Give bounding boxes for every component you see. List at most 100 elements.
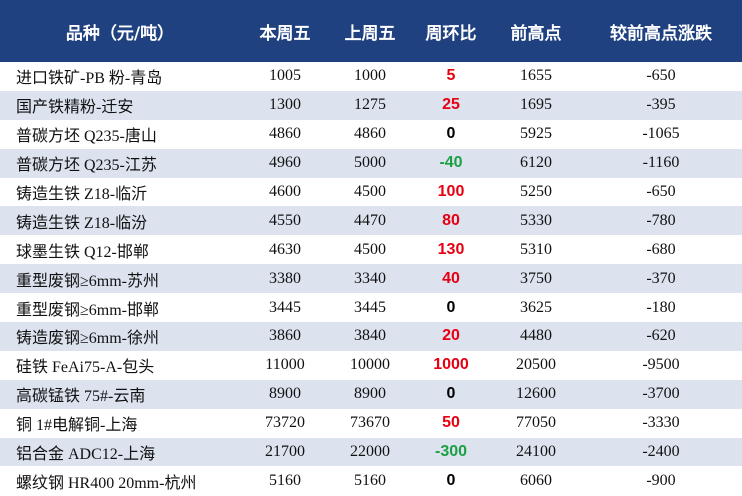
table-cell: 1275	[330, 90, 410, 120]
table-row: 进口铁矿-PB 粉-青岛 1005 1000 5 1655 -650	[0, 62, 742, 91]
table-cell: 24100	[492, 437, 580, 467]
table-cell: 4860	[354, 125, 386, 143]
table-cell: 6120	[492, 148, 580, 178]
table-cell: 12600	[492, 379, 580, 409]
table-cell: 5160	[269, 471, 301, 489]
table-row: 铸造废钢≥6mm-徐州 3860 3840 20 4480 -620	[0, 322, 742, 351]
table-cell: -40	[410, 148, 492, 178]
table-cell: 1000	[354, 67, 386, 85]
product-name: 铸造生铁 Z18-临沂	[16, 186, 148, 203]
table-cell: 1695	[492, 90, 580, 120]
table-cell: 3340	[330, 264, 410, 294]
table-cell: 20500	[516, 356, 556, 374]
table-cell: 4550	[240, 206, 330, 236]
table-cell: 0	[446, 125, 456, 143]
table-cell: 4470	[330, 206, 410, 236]
table-cell: 5330	[492, 206, 580, 236]
table-cell: 4630	[269, 240, 301, 258]
table-cell: 130	[437, 240, 465, 258]
table-row: 普碳方坯 Q235-唐山 4860 4860 0 5925 -1065	[0, 120, 742, 149]
table-cell: 5925	[520, 125, 552, 143]
table-cell: 77050	[516, 414, 556, 432]
table-cell: 1005	[269, 67, 301, 85]
table-cell: -650	[646, 183, 676, 200]
table-cell: 5000	[330, 148, 410, 178]
table-cell: -300	[410, 437, 492, 467]
table-cell: 1000	[433, 356, 469, 374]
table-row: 球墨生铁 Q12-邯郸 4630 4500 130 5310 -680	[0, 235, 742, 264]
product-name: 螺纹钢 HR400 20mm-杭州	[16, 474, 197, 492]
table-cell: -900	[646, 471, 676, 489]
table-cell: 4860	[269, 125, 301, 143]
product-name: 重型废钢≥6mm-邯郸	[16, 301, 160, 319]
table-cell: 0	[446, 298, 456, 316]
product-name: 硅铁 FeAi75-A-包头	[16, 359, 155, 377]
header-cell: 上周五	[330, 0, 410, 62]
table-row: 普碳方坯 Q235-江苏 4960 5000 -40 6120 -1160	[0, 148, 742, 178]
table-cell: 4960	[240, 148, 330, 178]
table-cell: 5160	[354, 471, 386, 489]
table-cell: 3840	[330, 322, 410, 351]
table-cell: 3750	[492, 264, 580, 294]
table-cell: -1065	[642, 125, 680, 143]
table-cell: -180	[646, 298, 676, 316]
table-cell: -620	[580, 322, 742, 351]
header-row: 品种（元/吨） 本周五 上周五 周环比 前高点 较前高点涨跌	[0, 0, 742, 62]
product-name: 球墨生铁 Q12-邯郸	[16, 243, 149, 261]
table-row: 铸造生铁 Z18-临汾 4550 4470 80 5330 -780	[0, 206, 742, 236]
table-cell: 4600	[269, 183, 301, 200]
table-cell: -395	[580, 90, 742, 120]
table-cell: 73670	[350, 414, 390, 432]
table-row: 重型废钢≥6mm-邯郸 3445 3445 0 3625 -180	[0, 293, 742, 322]
table-row: 国产铁精粉-迁安 1300 1275 25 1695 -395	[0, 90, 742, 120]
table-cell: 20	[410, 322, 492, 351]
table-cell: 4480	[492, 322, 580, 351]
table-row: 重型废钢≥6mm-苏州 3380 3340 40 3750 -370	[0, 264, 742, 294]
table-row: 铸造生铁 Z18-临沂 4600 4500 100 5250 -650	[0, 178, 742, 207]
product-name: 铜 1#电解铜-上海	[16, 417, 138, 435]
table-cell: -780	[580, 206, 742, 236]
product-name: 铸造生铁 Z18-临汾	[0, 206, 240, 236]
product-name: 铸造废钢≥6mm-徐州	[0, 322, 240, 351]
table-cell: 10000	[350, 356, 390, 374]
header-cell: 品种（元/吨）	[0, 0, 240, 62]
table-cell: 0	[446, 471, 456, 489]
table-cell: 4500	[354, 240, 386, 258]
header-cell: 前高点	[492, 0, 580, 62]
table-cell: 5	[446, 67, 456, 85]
product-name: 重型废钢≥6mm-苏州	[0, 264, 240, 294]
table-cell: -3700	[580, 379, 742, 409]
header-cell: 本周五	[240, 0, 330, 62]
table-cell: 5250	[520, 183, 552, 200]
table-cell: -370	[580, 264, 742, 294]
table-cell: -680	[646, 240, 676, 258]
table-row: 硅铁 FeAi75-A-包头 11000 10000 1000 20500 -9500	[0, 351, 742, 380]
table-cell: 5310	[520, 240, 552, 258]
table-cell: -3330	[642, 414, 680, 432]
table-cell: 3445	[269, 298, 301, 316]
product-name: 进口铁矿-PB 粉-青岛	[16, 70, 163, 88]
table-cell: 4500	[354, 183, 386, 200]
table-cell: 80	[410, 206, 492, 236]
table-body: 进口铁矿-PB 粉-青岛 1005 1000 5 1655 -650 国产铁精粉-迁安 130…	[0, 62, 742, 495]
table-cell: 3860	[240, 322, 330, 351]
header-cell: 较前高点涨跌	[580, 0, 742, 62]
table-cell: 3445	[354, 298, 386, 316]
table-cell: 22000	[330, 437, 410, 467]
product-name: 普碳方坯 Q235-唐山	[16, 128, 157, 146]
table-cell: 8900	[240, 379, 330, 409]
product-name: 国产铁精粉-迁安	[0, 90, 240, 120]
table-cell: 0	[410, 379, 492, 409]
table-cell: 6060	[520, 471, 552, 489]
table-row: 螺纹钢 HR400 20mm-杭州 5160 5160 0 6060 -900	[0, 466, 742, 495]
table-cell: 73720	[265, 414, 305, 432]
table-cell: 11000	[265, 356, 305, 374]
table-row: 铝合金 ADC12-上海 21700 22000 -300 24100 -2400	[0, 437, 742, 467]
table-cell: 100	[437, 183, 465, 200]
table-cell: 8900	[330, 379, 410, 409]
table-cell: -2400	[580, 437, 742, 467]
table-cell: -9500	[642, 356, 680, 374]
product-name: 高碳锰铁 75#-云南	[0, 379, 240, 409]
table-cell: 50	[442, 414, 460, 432]
